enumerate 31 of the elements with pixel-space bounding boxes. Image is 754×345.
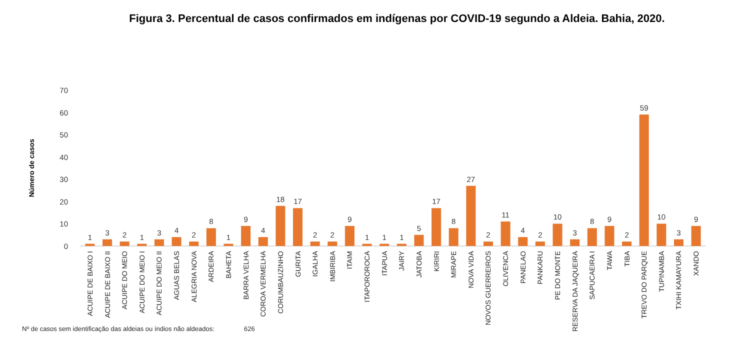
bar xyxy=(639,114,649,246)
bar xyxy=(328,242,338,246)
bar xyxy=(120,242,130,246)
bar xyxy=(241,226,251,246)
bar xyxy=(292,208,303,246)
bar xyxy=(276,206,286,246)
bar xyxy=(344,226,354,246)
bar xyxy=(310,242,320,246)
bar xyxy=(656,224,666,246)
bar xyxy=(414,234,424,246)
bar xyxy=(258,237,268,246)
bar xyxy=(206,228,216,246)
bar xyxy=(154,239,164,246)
bar xyxy=(587,228,597,246)
bar xyxy=(604,226,614,246)
bar xyxy=(552,224,562,246)
bar xyxy=(466,186,476,246)
bar xyxy=(189,242,199,246)
bar xyxy=(432,208,442,246)
bar xyxy=(518,237,528,246)
bar xyxy=(570,239,580,246)
bar xyxy=(622,242,632,246)
bar xyxy=(674,239,684,246)
bar xyxy=(102,239,112,246)
bar xyxy=(448,228,458,246)
bar xyxy=(691,226,701,246)
chart-title: Figura 3. Percentual de casos confirmados em indígenas por COVID-19 segundo a Aldeia. Bahia, 2020. xyxy=(129,13,665,25)
bar xyxy=(500,221,510,246)
bar xyxy=(483,242,494,246)
bar xyxy=(172,237,182,246)
bar xyxy=(535,242,545,246)
